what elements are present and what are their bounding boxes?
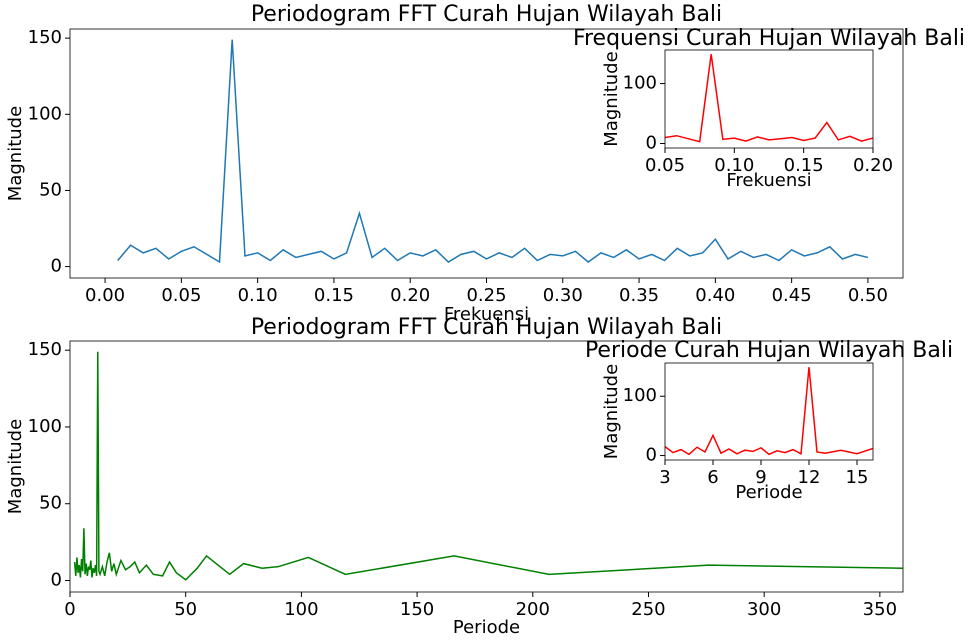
y-tick-label: 150 [28, 27, 62, 48]
x-tick-label: 0.00 [85, 285, 125, 306]
axes-frame [69, 340, 904, 593]
series-line [665, 367, 873, 456]
x-tick-label: 0.25 [466, 285, 506, 306]
chart-title: Periode Curah Hujan Wilayah Bali [585, 338, 953, 363]
axes-frame [664, 362, 874, 461]
x-tick-label: 50 [174, 599, 197, 620]
y-tick-label: 50 [39, 493, 62, 514]
x-tick-label: 15 [846, 467, 869, 488]
x-axis-label: Periode [453, 617, 520, 638]
x-tick-label: 0.35 [619, 285, 659, 306]
x-tick-label: 0.05 [645, 155, 685, 176]
y-axis-label: Magnitude [601, 364, 622, 459]
y-tick-label: 150 [28, 339, 62, 360]
x-tick-label: 250 [631, 599, 665, 620]
x-tick-label: 3 [659, 467, 670, 488]
x-tick-label: 0.10 [238, 285, 278, 306]
chart-title: Periodogram FFT Curah Hujan Wilayah Bali [251, 315, 722, 340]
x-tick-label: 9 [755, 467, 766, 488]
x-tick-label: 350 [863, 599, 897, 620]
axes-frame [664, 49, 874, 149]
series-line [665, 54, 873, 143]
y-tick-label: 0 [646, 445, 657, 466]
y-axis-label: Magnitude [601, 51, 622, 146]
chart-title: Frequensi Curah Hujan Wilayah Bali [573, 26, 965, 51]
x-tick-label: 300 [747, 599, 781, 620]
x-tick-label: 0 [64, 599, 75, 620]
x-tick-label: 0.15 [314, 285, 354, 306]
x-tick-label: 0.15 [784, 155, 824, 176]
x-tick-label: 0.05 [161, 285, 201, 306]
y-tick-label: 0 [51, 569, 62, 590]
x-tick-label: 200 [516, 599, 550, 620]
series-line [73, 351, 903, 581]
x-tick-label: 0.30 [543, 285, 583, 306]
plot-area [665, 50, 873, 148]
plot-area [665, 363, 873, 460]
y-tick-label: 100 [28, 103, 62, 124]
x-tick-label: 0.45 [772, 285, 812, 306]
x-tick-label: 6 [707, 467, 718, 488]
y-tick-label: 100 [623, 73, 657, 94]
x-tick-label: 0.20 [853, 155, 893, 176]
chart-title: Periodogram FFT Curah Hujan Wilayah Bali [251, 2, 722, 27]
y-axis-label: Magnitude [5, 106, 26, 201]
x-tick-label: 12 [798, 467, 821, 488]
x-tick-label: 0.50 [848, 285, 888, 306]
series-line [117, 39, 869, 264]
x-tick-label: 0.40 [695, 285, 735, 306]
x-tick-label: 150 [400, 599, 434, 620]
x-axis-label: Frekuensi [444, 304, 529, 325]
x-axis-label: Periode [735, 482, 802, 503]
y-tick-label: 0 [646, 133, 657, 154]
y-tick-label: 100 [623, 385, 657, 406]
x-tick-label: 0.10 [714, 155, 754, 176]
y-tick-label: 0 [51, 256, 62, 277]
x-tick-label: 100 [284, 599, 318, 620]
x-axis-label: Frekuensi [726, 170, 811, 191]
x-tick-label: 0.20 [390, 285, 430, 306]
y-tick-label: 50 [39, 179, 62, 200]
y-axis-label: Magnitude [5, 419, 26, 514]
y-tick-label: 100 [28, 416, 62, 437]
